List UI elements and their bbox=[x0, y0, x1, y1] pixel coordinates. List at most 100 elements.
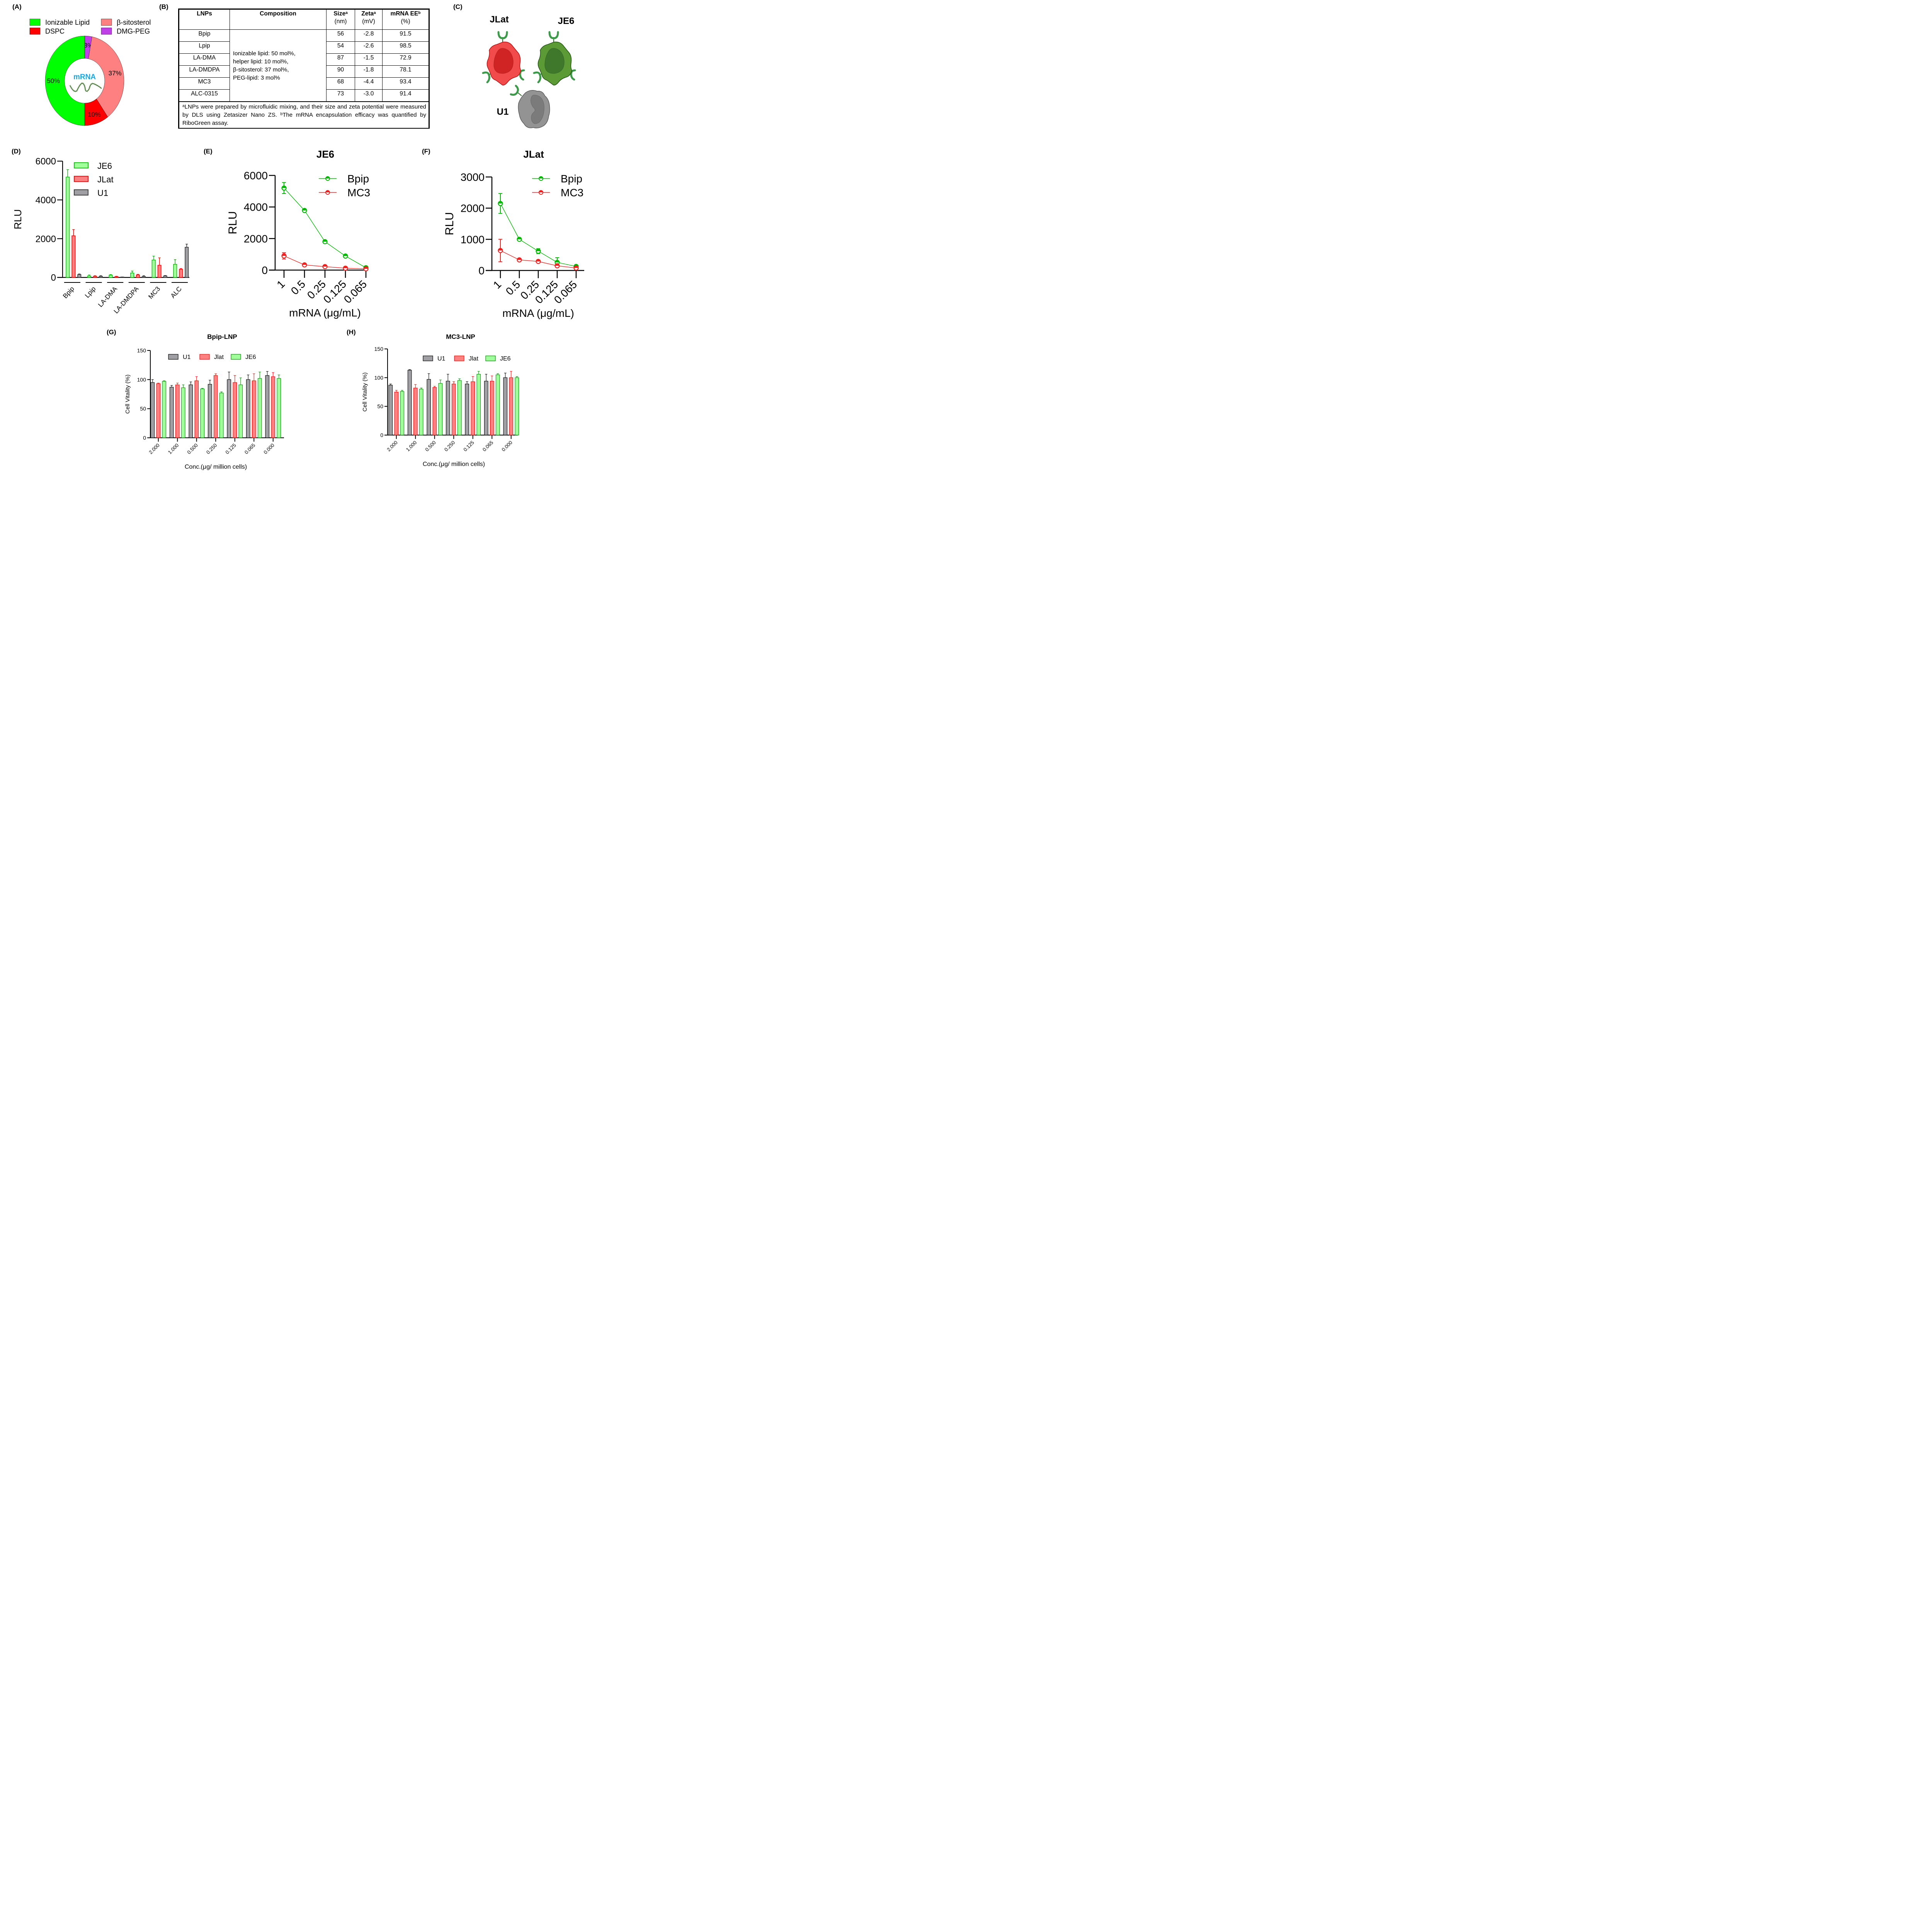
legend-marker-fill bbox=[326, 177, 330, 179]
bar-jlat bbox=[136, 274, 140, 278]
bar-u1 bbox=[265, 375, 270, 438]
bar-je6 bbox=[173, 264, 177, 278]
legend-swatch bbox=[168, 354, 179, 360]
x-tick-label: 1.000 bbox=[405, 440, 418, 453]
bar-jlat bbox=[252, 380, 256, 438]
bar-u1 bbox=[169, 387, 174, 438]
panel-label-b: (B) bbox=[159, 3, 168, 10]
y-tick-label: 6000 bbox=[244, 170, 268, 182]
y-tick-label: 4000 bbox=[36, 195, 56, 206]
data-point-fill bbox=[536, 249, 541, 251]
legend-label: Bpip bbox=[347, 173, 369, 185]
data-point-fill bbox=[498, 201, 503, 204]
cell-label-je6: JE6 bbox=[558, 16, 575, 26]
table-footnote-row: aLNPs were prepared by microfluidic mixi… bbox=[179, 101, 429, 128]
data-point-fill bbox=[498, 248, 503, 251]
x-tick-label: 0.000 bbox=[500, 440, 514, 453]
bar-u1 bbox=[246, 379, 250, 438]
table-row: Lpip 54 -2.6 98.5 bbox=[179, 41, 429, 54]
cell-zeta: -1.8 bbox=[355, 65, 383, 78]
legend-label: JE6 bbox=[500, 355, 511, 362]
legend-label: JE6 bbox=[245, 354, 256, 361]
bar-jlat bbox=[490, 381, 494, 435]
panel-label-d: (D) bbox=[12, 148, 21, 155]
legend-swatch bbox=[101, 19, 112, 26]
bar-jlat bbox=[71, 235, 76, 278]
bar-je6 bbox=[438, 383, 443, 435]
cell-ee: 98.5 bbox=[382, 41, 429, 54]
je6-nucleus bbox=[544, 48, 565, 74]
legend-marker-fill bbox=[539, 190, 543, 192]
bar-je6 bbox=[109, 275, 113, 278]
cell-zeta: -2.8 bbox=[355, 29, 383, 42]
bar-je6 bbox=[515, 377, 519, 435]
bar-u1 bbox=[207, 384, 212, 438]
cell-lnp: MC3 bbox=[179, 77, 230, 90]
y-tick-label: 0 bbox=[143, 435, 146, 441]
y-axis-label: RLU bbox=[443, 212, 456, 235]
bar-u1 bbox=[77, 274, 82, 278]
bar-je6 bbox=[181, 387, 185, 438]
x-axis-label: Conc.(μg/ million cells) bbox=[423, 461, 485, 468]
legend-label: Ionizable Lipid bbox=[45, 19, 90, 26]
y-tick-label: 0 bbox=[478, 265, 485, 277]
chart-title: JE6 bbox=[316, 148, 334, 160]
receptor-icon bbox=[510, 85, 522, 96]
bar-jlat bbox=[394, 391, 399, 435]
x-tick-label: 0.125 bbox=[224, 442, 237, 456]
y-axis-label: RLU bbox=[12, 209, 24, 229]
bar-je6 bbox=[257, 378, 262, 438]
y-tick-label: 2000 bbox=[461, 202, 485, 214]
slice-label: 10% bbox=[88, 111, 101, 118]
donut-slice--sitosterol bbox=[88, 36, 124, 117]
table-header-row: LNPs Composition Sizea (nm) Zetaa (mV) mRN… bbox=[179, 9, 429, 30]
bar-jlat bbox=[471, 381, 475, 435]
table-row: LA-DMA 87 -1.5 72.9 bbox=[179, 53, 429, 66]
cell-zeta: -3.0 bbox=[355, 89, 383, 102]
series-line-bpip bbox=[500, 203, 577, 267]
legend-swatch bbox=[199, 354, 210, 360]
bar-je6 bbox=[151, 260, 156, 278]
bar-u1 bbox=[99, 276, 103, 278]
bar-je6 bbox=[200, 388, 205, 438]
cell-size: 73 bbox=[326, 89, 355, 102]
u1-nucleus bbox=[531, 95, 544, 124]
cell-zeta: -4.4 bbox=[355, 77, 383, 90]
cell-zeta: -2.6 bbox=[355, 41, 383, 54]
cell-lnp: LA-DMA bbox=[179, 53, 230, 66]
legend-swatch bbox=[423, 355, 433, 361]
header-zeta: Zetaa (mV) bbox=[355, 9, 383, 30]
legend-label: MC3 bbox=[347, 187, 370, 199]
chart-title: JLat bbox=[523, 148, 544, 160]
bar-u1 bbox=[150, 382, 155, 438]
data-point-fill bbox=[323, 264, 327, 267]
cell-composition: Ionizable lipid: 50 mol%, helper lipid: … bbox=[230, 29, 327, 102]
legend-swatch bbox=[231, 354, 241, 360]
cell-lnp: Lpip bbox=[179, 41, 230, 54]
y-axis-label: RLU bbox=[226, 211, 239, 234]
x-axis-label: Conc.(μg/ million cells) bbox=[185, 464, 247, 470]
header-size: Sizea (nm) bbox=[326, 9, 355, 30]
cell-label-u1: U1 bbox=[497, 107, 509, 117]
cell-lnp: LA-DMDPA bbox=[179, 65, 230, 78]
je6-cell-icon bbox=[533, 31, 576, 86]
y-tick-label: 50 bbox=[140, 406, 146, 412]
bar-je6 bbox=[130, 272, 134, 278]
bar-jlat bbox=[175, 384, 180, 438]
y-axis-label: Cell Vitality (%) bbox=[362, 372, 368, 412]
y-tick-label: 1000 bbox=[461, 233, 485, 245]
data-point-fill bbox=[323, 240, 327, 242]
x-tick-label: LA-DMA bbox=[97, 285, 119, 308]
cell-label-jlat: JLat bbox=[490, 14, 509, 25]
x-tick-label: 0.500 bbox=[186, 442, 199, 456]
cell-lnp: ALC-0315 bbox=[179, 89, 230, 102]
bar-u1 bbox=[427, 379, 431, 435]
cell-size: 54 bbox=[326, 41, 355, 54]
panel-label-f: (F) bbox=[422, 148, 430, 155]
legend-label: Bpip bbox=[561, 173, 582, 185]
cell-ee: 78.1 bbox=[382, 65, 429, 78]
panel-label-g: (G) bbox=[107, 328, 116, 336]
legend-swatch bbox=[29, 27, 41, 35]
